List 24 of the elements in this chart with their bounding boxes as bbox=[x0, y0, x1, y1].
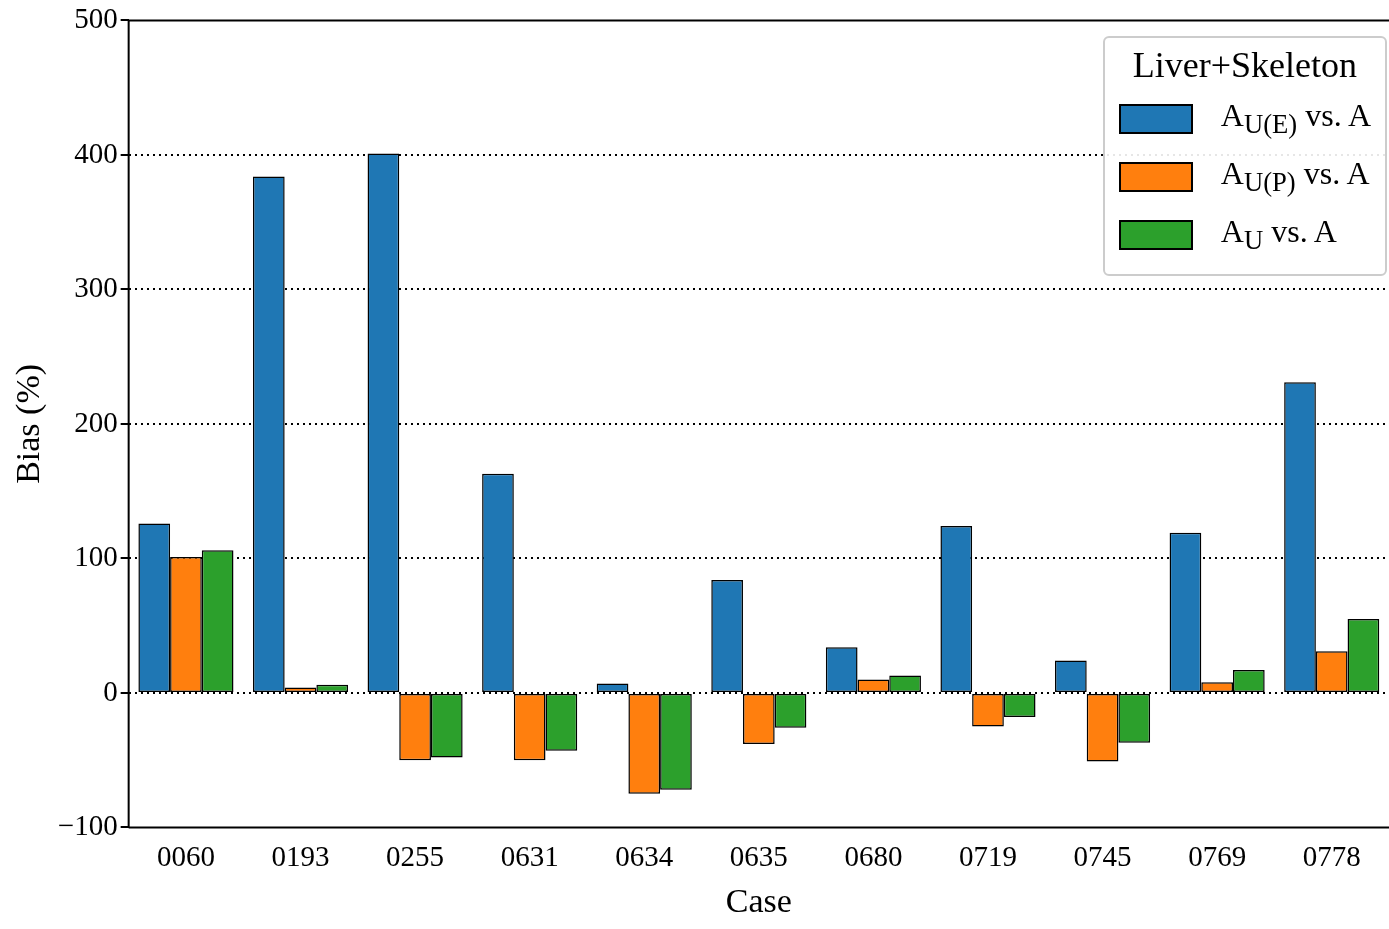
y-tick-label: 100 bbox=[74, 540, 118, 573]
x-tick-label: 0255 bbox=[386, 840, 445, 873]
legend-label: A$_{U(E)}$ vs. A bbox=[1220, 97, 1371, 141]
legend-label: A$_{U(P)}$ vs. A bbox=[1220, 155, 1370, 199]
x-axis-title: Case bbox=[725, 881, 792, 919]
y-tick-label: 300 bbox=[74, 271, 118, 304]
y-tick-label: 400 bbox=[74, 136, 118, 169]
x-tick-label: 0719 bbox=[958, 840, 1017, 873]
x-tick-label: 0680 bbox=[844, 840, 903, 873]
y-tick-label: 200 bbox=[74, 405, 118, 438]
legend-label: A$_{U}$ vs. A bbox=[1220, 213, 1337, 257]
y-tick-label: 0 bbox=[103, 674, 118, 707]
y-tick-label: −100 bbox=[57, 809, 118, 842]
x-tick-label: 0778 bbox=[1302, 840, 1361, 873]
x-tick-label: 0631 bbox=[500, 840, 559, 873]
x-tick-label: 0060 bbox=[156, 840, 215, 873]
x-tick-label: 0745 bbox=[1073, 840, 1132, 873]
x-tick-label: 0635 bbox=[729, 840, 788, 873]
x-tick-label: 0634 bbox=[615, 840, 674, 873]
y-axis-title: Bias (%) bbox=[9, 363, 48, 484]
legend-title: Liver+Skeleton bbox=[1131, 44, 1358, 86]
y-tick-label: 500 bbox=[74, 2, 118, 35]
x-tick-label: 0193 bbox=[271, 840, 330, 873]
x-tick-label: 0769 bbox=[1188, 840, 1247, 873]
